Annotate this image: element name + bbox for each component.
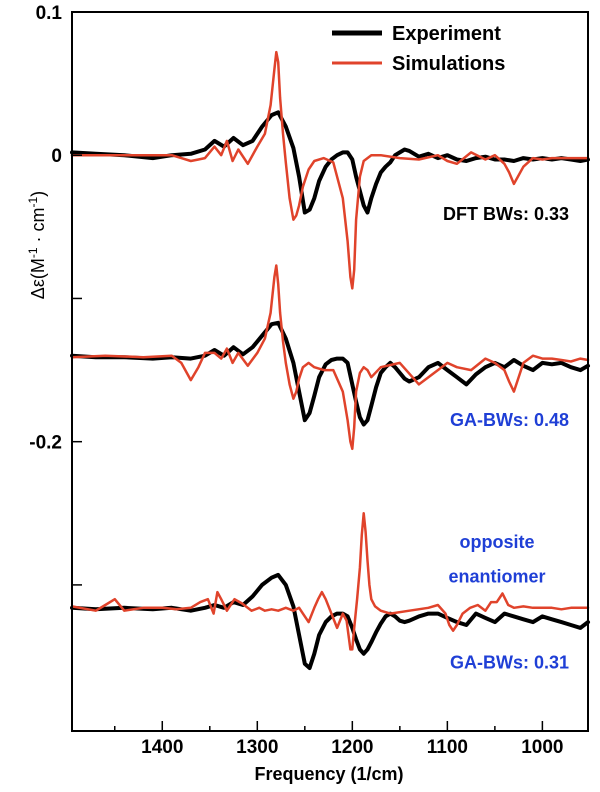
annotation-2: GA-BWs: 0.48 bbox=[450, 410, 569, 430]
x-tick-label: 1200 bbox=[331, 737, 373, 758]
legend-label-simulations: Simulations bbox=[392, 53, 505, 75]
annotation-4: enantiomer bbox=[448, 566, 545, 586]
simulation-trace-2 bbox=[70, 264, 590, 451]
curves-layer bbox=[70, 50, 590, 670]
y-tick-label: 0.1 bbox=[36, 3, 63, 24]
y-tick-label: -0.2 bbox=[29, 433, 62, 454]
legend: Experiment Simulations bbox=[332, 23, 505, 75]
plot-frame bbox=[71, 11, 589, 732]
x-tick-label: 1400 bbox=[141, 737, 183, 758]
x-tick-label: 1300 bbox=[236, 737, 278, 758]
annotation-3: opposite bbox=[460, 532, 535, 552]
annotation-5: GA-BWs: 0.31 bbox=[450, 652, 569, 672]
annotation-layer: DFT BWs: 0.33 GA-BWs: 0.48 opposite enantio… bbox=[443, 204, 569, 672]
x-axis-title: Frequency (1/cm) bbox=[254, 764, 403, 784]
tick-layer: 1400 1300 1200 1100 1000 0.1 0 -0.2 bbox=[29, 3, 563, 758]
x-tick-label: 1000 bbox=[521, 737, 563, 758]
legend-label-experiment: Experiment bbox=[392, 23, 501, 45]
simulation-trace-1 bbox=[70, 50, 590, 290]
y-tick-label: 0 bbox=[51, 146, 62, 167]
simulation-trace-3 bbox=[70, 512, 590, 651]
annotation-1: DFT BWs: 0.33 bbox=[443, 204, 569, 224]
y-axis-title: Δε(M-1 · cm-1) bbox=[26, 191, 48, 299]
experiment-trace-1 bbox=[70, 110, 590, 215]
x-tick-label: 1100 bbox=[427, 737, 468, 758]
